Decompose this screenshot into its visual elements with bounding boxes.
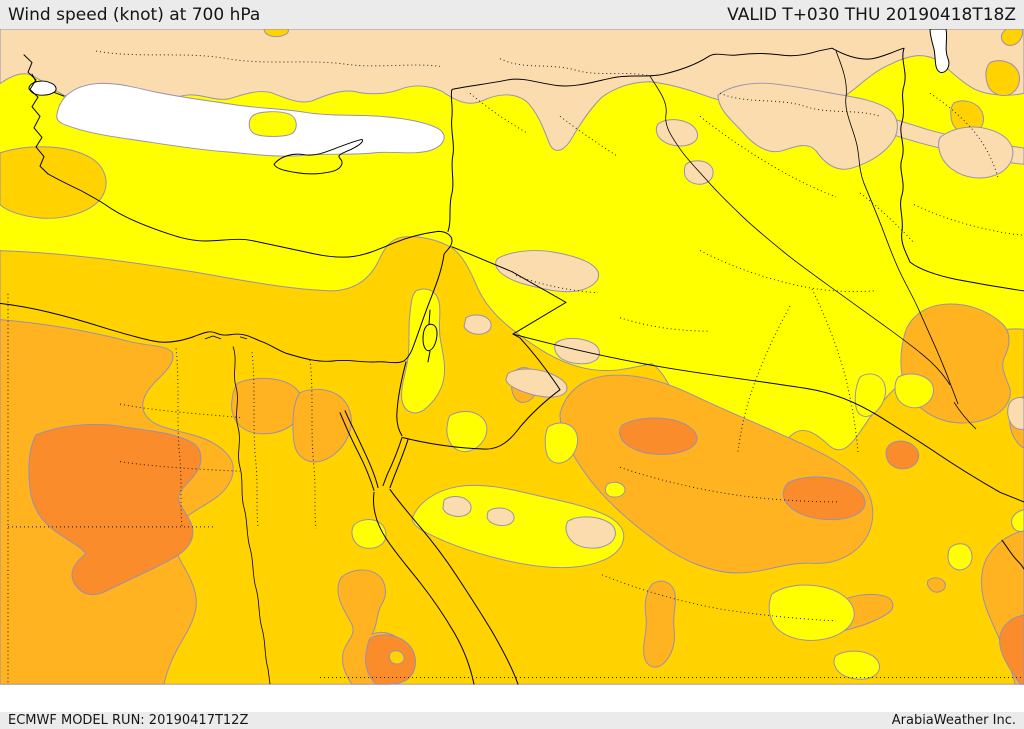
branding-label: ArabiaWeather Inc. xyxy=(891,713,1016,728)
jordan-iraq-border xyxy=(511,271,567,335)
persian-gulf-coast xyxy=(1001,539,1024,570)
red-sea-west-coast xyxy=(373,491,475,685)
gulf-of-aqaba xyxy=(382,437,409,489)
nile-delta-lagoons xyxy=(204,335,248,340)
model-run-label: ECMWF MODEL RUN: 20190417T12Z xyxy=(8,713,249,728)
gulf-of-suez xyxy=(339,410,379,491)
cyprus-coast xyxy=(273,138,363,175)
valid-time: VALID T+030 THU 20190418T18Z xyxy=(727,4,1016,25)
admin-boundaries-dotted xyxy=(7,50,1024,685)
bosphorus-strait xyxy=(31,73,65,97)
iraq-saudi-border xyxy=(512,333,1024,503)
coastlines-and-borders xyxy=(0,47,1024,685)
turkey-south-coast xyxy=(47,173,453,258)
levant-egypt-coast xyxy=(0,253,445,364)
euphrates-river xyxy=(649,75,977,430)
dead-sea xyxy=(422,309,438,363)
aegean-coast xyxy=(23,54,49,175)
jordan-saudi-border xyxy=(402,333,561,450)
contour-regions-white xyxy=(28,29,950,157)
egypt-israel-border xyxy=(396,361,407,437)
turkey-syria-border xyxy=(447,47,833,232)
contour-islands-peach xyxy=(442,82,1024,549)
wind-speed-contour-map xyxy=(0,29,1024,685)
red-sea-east-coast xyxy=(389,488,519,685)
syria-jordan-border xyxy=(451,246,513,273)
nile-river xyxy=(232,346,271,685)
footer-bar: ECMWF MODEL RUN: 20190417T12Z ArabiaWeat… xyxy=(0,712,1024,729)
contour-regions-orange xyxy=(28,417,1024,685)
contour-islands-yellow xyxy=(351,288,1024,680)
header-bar: Wind speed (knot) at 700 hPa VALID T+030… xyxy=(0,0,1024,29)
iraq-iran-border xyxy=(831,47,1024,292)
tigris-river xyxy=(835,50,959,405)
weather-map xyxy=(0,29,1024,712)
map-title: Wind speed (knot) at 700 hPa xyxy=(8,4,261,25)
